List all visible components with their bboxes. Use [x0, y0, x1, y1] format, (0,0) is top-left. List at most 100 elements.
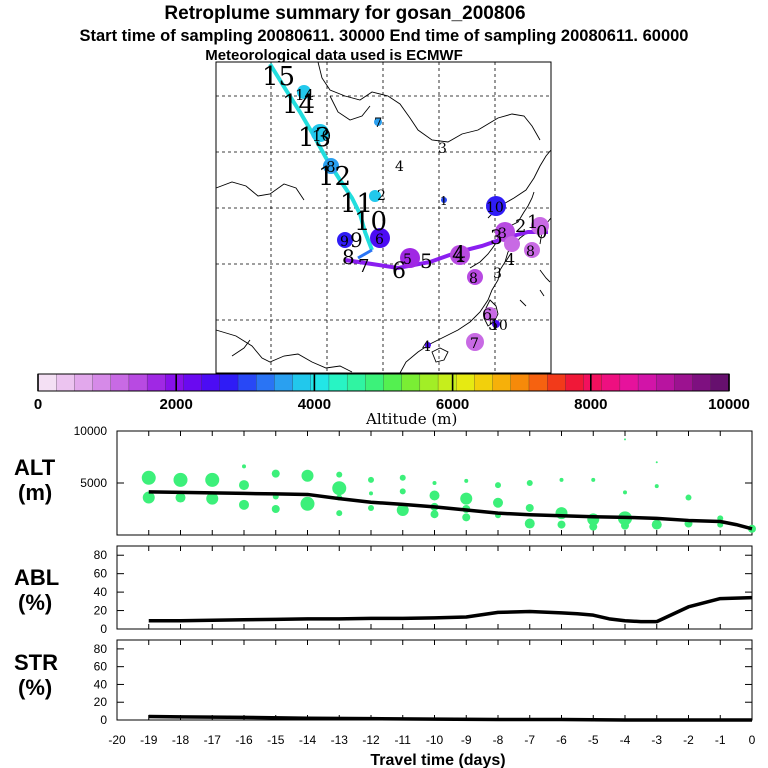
colorbar-tick-label: 6000: [436, 396, 469, 413]
cyan-label: 11: [340, 189, 373, 219]
colorbar-cell: [56, 373, 76, 392]
colorbar-cell: [656, 373, 676, 392]
alt-scatter-point: [654, 484, 659, 489]
str-ytick-label: 60: [94, 660, 108, 674]
alt-panel: 5000 10000: [74, 424, 756, 536]
colorbar-cell: [710, 373, 730, 392]
alt-scatter-point: [173, 472, 188, 487]
cluster-label: 4: [505, 250, 515, 269]
alt-scatter-point: [559, 477, 564, 482]
alt-scatter-point: [623, 490, 627, 495]
cluster-marker-13: [311, 124, 329, 142]
alt-scatter-point: [462, 513, 471, 522]
x-axis-label: Travel time (days): [370, 752, 505, 768]
cluster-marker-17: [492, 320, 500, 328]
cluster-label: 4: [395, 159, 404, 175]
x-tick-label: -8: [493, 733, 504, 747]
x-tick-label: -15: [267, 733, 285, 747]
cluster-label: 6: [375, 232, 384, 248]
colorbar-cell: [165, 373, 185, 392]
alt-scatter-point: [141, 470, 156, 485]
alt-ytick-label: 5000: [80, 476, 107, 490]
colorbar-cell: [328, 373, 348, 392]
cluster-label: 8: [526, 244, 535, 260]
x-tick-label: -3: [651, 733, 662, 747]
cluster-marker-6: [370, 228, 390, 248]
x-tick-label: -9: [461, 733, 472, 747]
alt-scatter-point: [399, 474, 406, 481]
purple-label: 0: [536, 222, 547, 243]
cluster-marker-15: [524, 242, 540, 258]
colorbar-cell: [474, 373, 494, 392]
colorbar-cell: [565, 373, 585, 392]
colorbar-cell: [510, 373, 530, 392]
alt-series-line: [148, 490, 753, 531]
x-tick-label: -12: [362, 733, 380, 747]
colorbar-cell: [310, 373, 330, 392]
alt-scatter-point: [557, 520, 566, 529]
abl-label-line1: ABL: [14, 565, 59, 590]
cluster-marker-18: [466, 333, 484, 351]
alt-scatter-point: [396, 504, 409, 517]
x-tick-label: -7: [524, 733, 535, 747]
alt-scatter-point: [332, 481, 347, 496]
alt-scatter-point: [205, 472, 220, 487]
cyan-label: 13: [298, 123, 331, 153]
alt-scatter-point: [524, 518, 535, 529]
alt-scatter-point: [655, 461, 658, 464]
alt-scatter-point: [369, 491, 373, 496]
colorbar-cell: [128, 373, 148, 392]
alt-scatter-point: [495, 482, 501, 489]
cluster-label: 4: [455, 249, 464, 265]
abl-ytick-label: 40: [94, 585, 108, 599]
x-tick-label: -6: [556, 733, 567, 747]
str-ytick-label: 20: [94, 695, 108, 709]
alt-scatter-point: [493, 497, 503, 508]
purple-label: 3: [490, 225, 503, 249]
cluster-label: 3: [498, 226, 507, 242]
alt-scatter-point: [368, 504, 374, 511]
cluster-marker-16: [483, 307, 497, 321]
abl-label-line2: (%): [18, 590, 52, 615]
str-label-line2: (%): [18, 675, 52, 700]
cluster-marker-9: [337, 232, 353, 248]
str-frame: [116, 639, 753, 721]
alt-scatter-point: [271, 505, 280, 513]
cluster-marker-1: [486, 196, 506, 216]
cluster-marker-11: [504, 236, 520, 252]
purple-label: 7: [358, 256, 369, 277]
alt-scatter-point: [336, 510, 343, 517]
cluster-label: 6: [482, 305, 492, 324]
x-tick-label: -19: [140, 733, 158, 747]
alt-scatter-point: [175, 492, 186, 503]
colorbar-tick-label: 4000: [298, 396, 331, 413]
colorbar-cell: [346, 373, 366, 392]
x-tick-label: 0: [749, 733, 756, 747]
x-tick-label: -16: [235, 733, 253, 747]
abl-ytick-label: 20: [94, 604, 108, 618]
x-tick-label: -18: [172, 733, 190, 747]
colorbar-cell: [419, 373, 439, 392]
alt-scatter-point: [142, 491, 155, 504]
cyan-label: 12: [318, 162, 351, 192]
alt-scatter-point: [239, 480, 249, 491]
str-ytick-label: 80: [94, 642, 108, 656]
colorbar-cell: [437, 373, 457, 392]
abl-ytick-label: 80: [94, 548, 108, 562]
cluster-label: 3: [438, 141, 447, 157]
cluster-label: 14: [295, 86, 314, 104]
track-join-line: [357, 248, 373, 260]
cluster-label: 10: [486, 200, 504, 216]
alt-scatter-point: [432, 481, 437, 485]
abl-panel: 0 20 40 60 80: [94, 545, 753, 636]
cluster-label: 7: [470, 336, 479, 352]
alt-label-line1: ALT: [14, 455, 56, 480]
alt-scatter-point: [651, 519, 662, 530]
alt-scatter-point: [368, 476, 374, 483]
alt-scatter-point: [591, 477, 596, 482]
alt-scatter-point: [206, 492, 219, 505]
cluster-marker-19: [425, 342, 431, 348]
colorbar-cell: [547, 373, 566, 392]
